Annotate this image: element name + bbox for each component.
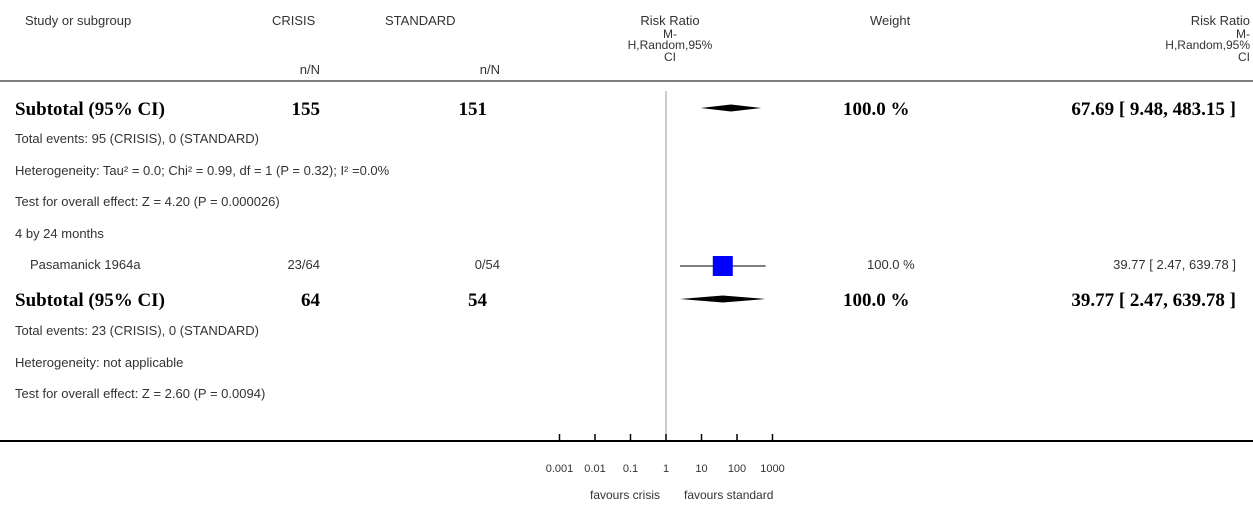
subtotal-weight: 100.0 % xyxy=(843,290,910,311)
header-risk-ratio-2: Risk Ratio xyxy=(1190,13,1250,28)
header-risk-ratio-2-model: H,Random,95% xyxy=(1165,38,1250,52)
study-crisis-events: 23/64 xyxy=(287,257,320,272)
subtotal-label: Subtotal (95% CI) xyxy=(15,99,165,120)
axis-tick-label: 10 xyxy=(695,463,707,475)
study-name: Pasamanick 1964a xyxy=(30,257,141,272)
subtotal-risk-ratio: 39.77 [ 2.47, 639.78 ] xyxy=(1071,290,1236,311)
summary-diamond xyxy=(700,104,762,112)
favours-left-label: favours crisis xyxy=(589,488,660,502)
header-crisis-nN: n/N xyxy=(299,62,320,77)
subtotal-risk-ratio: 67.69 [ 9.48, 483.15 ] xyxy=(1071,99,1236,120)
subtotal-standard-total: 54 xyxy=(468,290,487,311)
header-crisis: CRISIS xyxy=(272,13,316,28)
summary-diamond xyxy=(679,295,766,303)
overall-effect-note: Test for overall effect: Z = 2.60 (P = 0… xyxy=(15,386,266,401)
header-risk-ratio-ci: CI xyxy=(664,50,676,64)
header-risk-ratio-method: M- xyxy=(663,27,677,41)
total-events-note: Total events: 95 (CRISIS), 0 (STANDARD) xyxy=(15,131,259,146)
subgroup-heading: 4 by 24 months xyxy=(15,226,104,241)
study-standard-events: 0/54 xyxy=(474,257,500,272)
header-weight: Weight xyxy=(870,13,911,28)
study-risk-ratio: 39.77 [ 2.47, 639.78 ] xyxy=(1113,257,1236,272)
header-risk-ratio-model: H,Random,95% xyxy=(627,38,713,52)
axis-tick-label: 1 xyxy=(663,463,669,475)
header-risk-ratio-2-ci: CI xyxy=(1238,50,1250,64)
header-risk-ratio-2-method: M- xyxy=(1236,27,1250,41)
heterogeneity-note: Heterogeneity: Tau² = 0.0; Chi² = 0.99, … xyxy=(15,163,390,178)
subtotal-label: Subtotal (95% CI) xyxy=(15,290,165,311)
axis-tick-label: 1000 xyxy=(760,463,784,475)
header-study: Study or subgroup xyxy=(25,13,132,28)
heterogeneity-note: Heterogeneity: not applicable xyxy=(15,355,184,370)
header-standard-nN: n/N xyxy=(479,62,500,77)
study-weight: 100.0 % xyxy=(867,257,915,272)
axis-tick-label: 0.1 xyxy=(623,463,638,475)
overall-effect-note: Test for overall effect: Z = 4.20 (P = 0… xyxy=(15,194,280,209)
axis-tick-label: 100 xyxy=(728,463,746,475)
total-events-note: Total events: 23 (CRISIS), 0 (STANDARD) xyxy=(15,323,259,338)
subtotal-crisis-total: 155 xyxy=(291,99,321,120)
axis-tick-label: 0.01 xyxy=(584,463,605,475)
favours-right-label: favours standard xyxy=(684,488,774,502)
subtotal-crisis-total: 64 xyxy=(301,290,320,311)
subtotal-weight: 100.0 % xyxy=(843,99,910,120)
study-marker xyxy=(712,256,733,276)
subtotal-standard-total: 151 xyxy=(458,99,488,120)
header-risk-ratio: Risk Ratio xyxy=(640,13,700,28)
axis-tick-label: 0.001 xyxy=(546,463,574,475)
header-standard: STANDARD xyxy=(385,13,456,28)
